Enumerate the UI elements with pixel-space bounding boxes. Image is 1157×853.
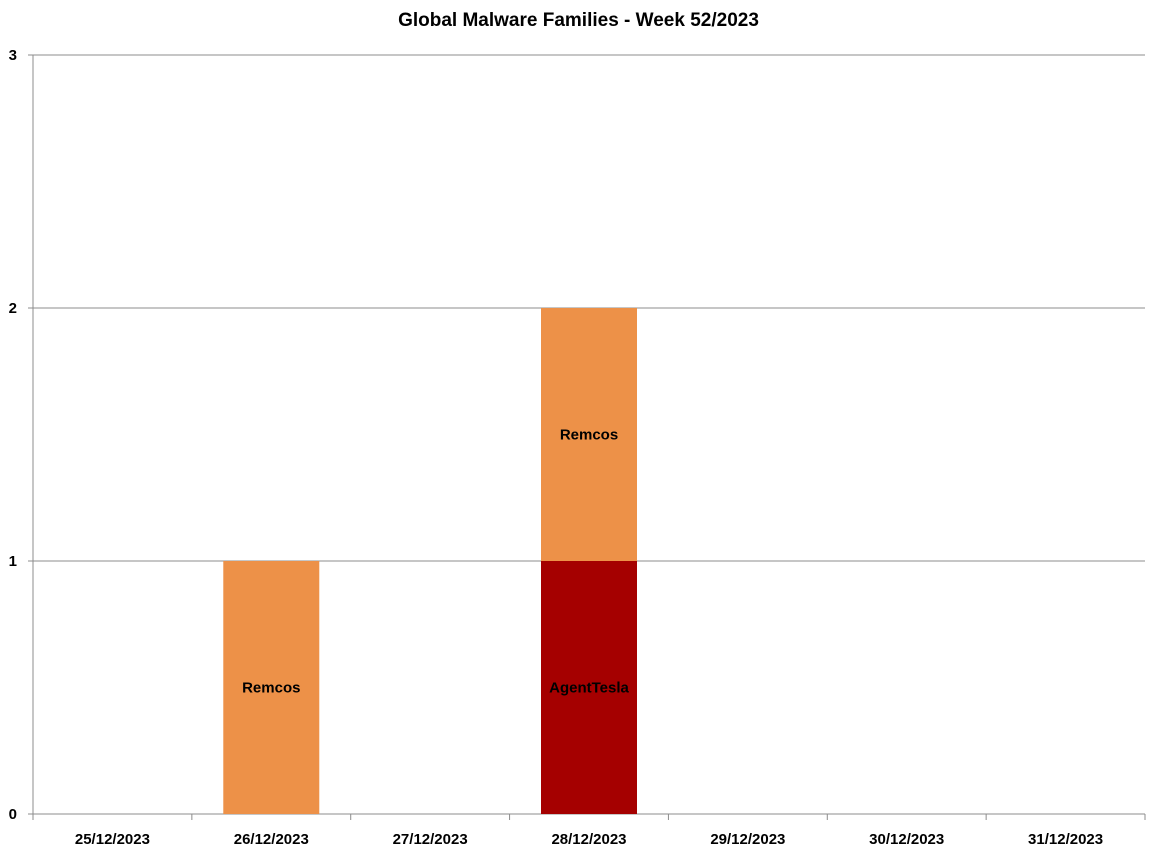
y-tick-label: 1 [9,553,17,570]
y-tick-label: 3 [9,47,17,64]
x-tick-label: 29/12/2023 [710,831,785,848]
chart-title: Global Malware Families - Week 52/2023 [398,10,759,31]
y-tick-label: 0 [9,806,17,823]
bar-agenttesla [541,561,637,814]
x-tick-label: 25/12/2023 [75,831,150,848]
y-tick-label: 2 [9,300,17,317]
x-tick-label: 28/12/2023 [551,831,626,848]
bar-remcos [541,308,637,561]
bar-label: Remcos [242,680,300,697]
x-tick-label: 30/12/2023 [869,831,944,848]
x-tick-label: 31/12/2023 [1028,831,1103,848]
bar-remcos [223,561,320,814]
x-tick-label: 26/12/2023 [234,831,309,848]
x-tick-label: 27/12/2023 [393,831,468,848]
bar-label: AgentTesla [549,680,629,697]
bar-label: Remcos [560,427,618,444]
